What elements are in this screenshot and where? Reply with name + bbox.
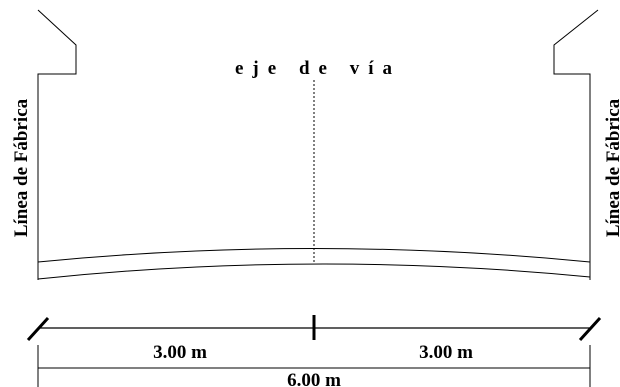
left-half-width-label: 3.00 m <box>153 342 207 363</box>
right-tick-mark <box>578 316 602 342</box>
road-axis-label: eje de vía <box>235 58 401 79</box>
road-surface-bottom <box>37 263 591 280</box>
right-boundary-label: Línea de Fábrica <box>603 98 620 237</box>
road-surface-top <box>37 248 591 263</box>
left-tick-mark <box>26 316 50 342</box>
right-half-width-label: 3.00 m <box>419 342 473 363</box>
right-curb-outline <box>553 9 599 280</box>
left-boundary-label: Línea de Fábrica <box>11 98 32 237</box>
total-width-label: 6.00 m <box>287 370 341 387</box>
left-curb-outline <box>37 9 77 280</box>
